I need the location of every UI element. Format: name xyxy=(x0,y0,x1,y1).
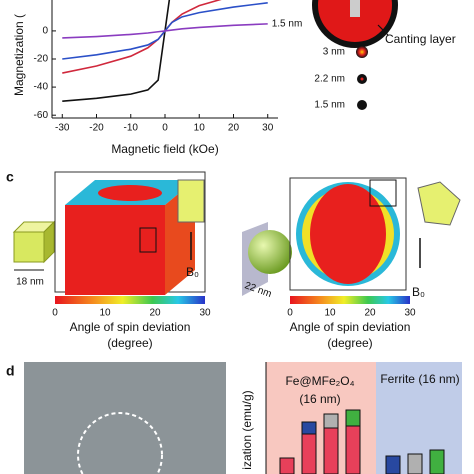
particle-outline xyxy=(77,412,163,474)
group-label: Fe@MFe₂O₄ xyxy=(285,374,354,388)
panel-c: c 18 nm B₀ 0 10 20 30 Angle of spin devi… xyxy=(6,169,461,350)
y-axis-label: ization (emu/g) xyxy=(240,390,254,469)
arrow xyxy=(377,24,389,36)
colorbar-tick: 30 xyxy=(404,308,416,319)
colorbar-tick: 0 xyxy=(52,308,58,319)
x-tick-label: -30 xyxy=(55,123,70,134)
colorbar-tick: 30 xyxy=(199,308,211,319)
frame xyxy=(289,177,407,291)
field-label: B₀ xyxy=(412,285,425,299)
bar xyxy=(385,455,401,474)
colorbar xyxy=(290,296,410,304)
bar xyxy=(407,453,423,474)
cube-front xyxy=(65,205,165,295)
colorbar-unit: (degree) xyxy=(327,336,372,350)
bar xyxy=(345,409,361,427)
magnetization-chart: Magnetization ( Magnetic field (kOe) -30… xyxy=(12,0,302,156)
spin-marker xyxy=(350,0,360,17)
particle-core xyxy=(312,0,398,48)
sphere-core xyxy=(310,184,386,284)
particle xyxy=(356,46,368,58)
group-label: Ferrite (16 nm) xyxy=(380,372,459,386)
bar xyxy=(301,433,317,474)
bar xyxy=(323,427,339,474)
x-tick-label: 20 xyxy=(228,123,240,134)
size-label: 2.2 nm xyxy=(314,74,345,85)
tem-image xyxy=(24,362,226,474)
panel-label: d xyxy=(6,363,15,379)
colorbar-title: Angle of spin deviation xyxy=(70,320,191,334)
x-tick-label: 30 xyxy=(262,123,274,134)
cube-icon xyxy=(13,231,45,263)
zoom-block xyxy=(417,181,461,226)
y-tick-label: -60 xyxy=(34,110,49,121)
series-line xyxy=(62,0,171,102)
top-core xyxy=(98,185,162,201)
colorbar-tick: 20 xyxy=(364,308,376,319)
bar xyxy=(323,413,339,429)
x-tick-label: 0 xyxy=(162,123,168,134)
cube-side xyxy=(43,220,55,264)
x-tick-label: 10 xyxy=(194,123,206,134)
panel-d: d ization (emu/g) Fe@MFe₂O₄ (16 nm) Ferr… xyxy=(6,362,462,474)
bar xyxy=(345,425,361,474)
field-label: B₀ xyxy=(186,265,199,279)
x-tick-label: -20 xyxy=(89,123,104,134)
colorbar-unit: (degree) xyxy=(107,336,152,350)
x-axis-label: Magnetic field (kOe) xyxy=(111,142,218,156)
series-line xyxy=(62,23,268,39)
x-tick-label: -10 xyxy=(124,123,139,134)
canting-diagram: Canting layer 3 nm 2.2 nm 1.5 nm xyxy=(312,0,456,111)
y-axis-label: Magnetization ( xyxy=(12,14,26,96)
size-label: 18 nm xyxy=(16,277,44,288)
colorbar-tick: 10 xyxy=(99,308,111,319)
colorbar-title: Angle of spin deviation xyxy=(290,320,411,334)
zoom-box xyxy=(139,227,157,253)
sphere-icon xyxy=(248,230,292,274)
size-label: 3 nm xyxy=(323,47,345,58)
colorbar-tick: 0 xyxy=(287,308,293,319)
colorbar-tick: 10 xyxy=(324,308,336,319)
particle xyxy=(357,100,367,110)
y-tick-label: -40 xyxy=(34,82,49,93)
series-label: 1.5 nm xyxy=(272,19,303,30)
panel-label: c xyxy=(6,169,14,185)
colorbar-tick: 20 xyxy=(149,308,161,319)
zoom-box xyxy=(369,179,397,207)
group-label: (16 nm) xyxy=(299,392,340,406)
bar xyxy=(301,421,317,435)
bar xyxy=(279,457,295,474)
y-tick-label: 0 xyxy=(42,26,48,37)
colorbar xyxy=(55,296,205,304)
zoom-block xyxy=(177,179,205,223)
particle-core xyxy=(360,77,364,81)
size-label: 1.5 nm xyxy=(314,100,345,111)
bar xyxy=(429,449,445,474)
y-tick-label: -20 xyxy=(34,54,49,65)
canting-label: Canting layer xyxy=(385,32,456,46)
